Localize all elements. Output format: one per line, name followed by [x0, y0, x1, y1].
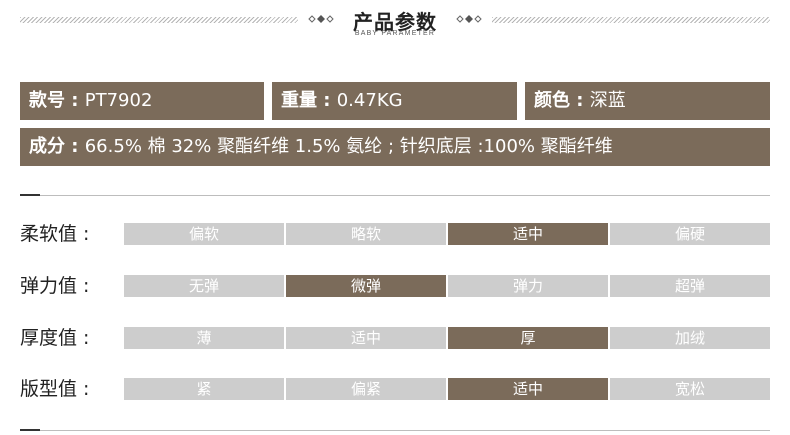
- attribute-scale: 偏软 略软 适中 偏硬: [124, 223, 770, 245]
- attribute-scale: 薄 适中 厚 加绒: [124, 327, 770, 349]
- spec-weight-label: 重量: [281, 90, 317, 111]
- scale-option: 偏软: [124, 223, 284, 245]
- spec-composition-sep: :: [65, 136, 85, 157]
- page-subtitle: BABY PARAMETER: [354, 30, 436, 37]
- scale-option: 无弹: [124, 275, 284, 297]
- attribute-label: 厚度值 :: [20, 327, 90, 349]
- spec-item-number: 款号 : PT7902: [20, 82, 264, 120]
- header-hatch-left: [20, 17, 298, 23]
- header-hatch-right: [492, 17, 770, 23]
- scale-option: 超弹: [610, 275, 770, 297]
- spec-color: 颜色 : 深蓝: [525, 82, 770, 120]
- scale-option: 偏硬: [610, 223, 770, 245]
- scale-option: 紧: [124, 378, 284, 400]
- scale-option: 薄: [124, 327, 284, 349]
- diamond-ornament-left-icon: [308, 15, 334, 23]
- spec-color-value: 深蓝: [589, 90, 626, 111]
- scale-option: 适中: [286, 327, 446, 349]
- scale-option: 加绒: [610, 327, 770, 349]
- scale-option: 略软: [286, 223, 446, 245]
- spec-color-sep: :: [570, 90, 590, 111]
- spec-item-number-value: PT7902: [84, 90, 153, 111]
- spec-weight-value: 0.47KG: [336, 90, 403, 111]
- divider-top-accent: [20, 194, 40, 196]
- attribute-scale: 紧 偏紧 适中 宽松: [124, 378, 770, 400]
- divider-bottom: [20, 430, 770, 431]
- spec-item-number-sep: :: [65, 90, 85, 111]
- spec-composition-label: 成分: [29, 136, 65, 157]
- spec-weight-sep: :: [317, 90, 337, 111]
- scale-option: 偏紧: [286, 378, 446, 400]
- attribute-label: 版型值 :: [20, 378, 90, 400]
- spec-item-number-label: 款号: [29, 90, 65, 111]
- scale-option: 弹力: [448, 275, 608, 297]
- divider-bottom-accent: [20, 429, 40, 431]
- scale-option: 适中: [448, 223, 608, 245]
- spec-weight: 重量 : 0.47KG: [272, 82, 517, 120]
- page-title: 产品参数: [353, 10, 437, 34]
- attribute-label: 柔软值 :: [20, 223, 90, 245]
- diamond-ornament-right-icon: [456, 15, 482, 23]
- spec-composition: 成分 : 66.5% 棉 32% 聚酯纤维 1.5% 氨纶 ; 针织底层 :10…: [20, 128, 770, 166]
- scale-option: 宽松: [610, 378, 770, 400]
- attribute-scale: 无弹 微弹 弹力 超弹: [124, 275, 770, 297]
- divider-top: [20, 195, 770, 196]
- scale-option: 适中: [448, 378, 608, 400]
- attribute-label: 弹力值 :: [20, 275, 90, 297]
- spec-color-label: 颜色: [534, 90, 570, 111]
- scale-option: 厚: [448, 327, 608, 349]
- scale-option: 微弹: [286, 275, 446, 297]
- spec-composition-value: 66.5% 棉 32% 聚酯纤维 1.5% 氨纶 ; 针织底层 :100% 聚酯…: [84, 136, 613, 157]
